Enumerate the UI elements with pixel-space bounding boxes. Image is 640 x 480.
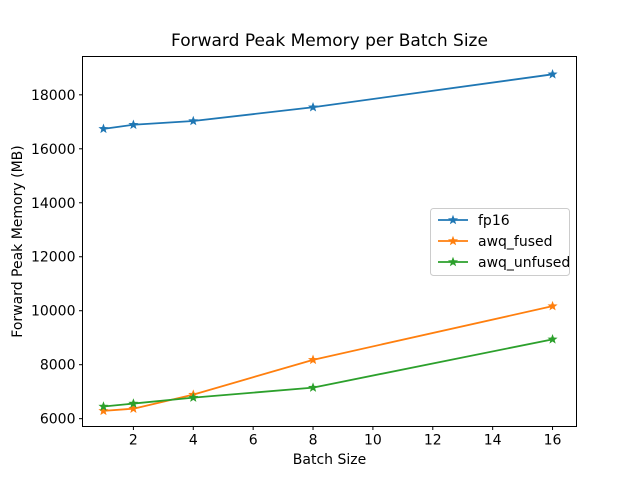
x-tick-label: 12	[424, 433, 442, 449]
legend: fp16 awq_fused awq_unfused	[430, 208, 570, 276]
y-axis-ticks: 6000 8000 10000 12000 14000 16000 18000	[31, 88, 83, 428]
series-line-fp16	[102, 73, 554, 130]
legend-label: fp16	[478, 213, 510, 229]
legend-star-icon	[447, 214, 459, 225]
data-point-star-icon	[98, 123, 109, 134]
legend-item-fp16: fp16	[438, 213, 510, 229]
y-tick-label: 8000	[40, 358, 76, 374]
data-point-star-icon	[128, 398, 139, 408]
series-line-awq_fused	[102, 305, 554, 412]
y-tick-label: 10000	[31, 304, 76, 320]
y-tick-label: 12000	[31, 250, 76, 266]
series-layer	[98, 69, 558, 416]
legend-box	[430, 208, 570, 276]
data-point-star-icon	[188, 392, 199, 402]
legend-label: awq_fused	[478, 234, 553, 250]
legend-item-awq-fused: awq_fused	[438, 234, 553, 250]
y-axis-label: Forward Peak Memory (MB)	[10, 145, 26, 337]
x-tick-label: 14	[484, 433, 502, 449]
data-point-star-icon	[307, 354, 319, 365]
series-markers-fp16	[98, 69, 558, 134]
x-axis-label: Batch Size	[293, 452, 366, 468]
chart-title: Forward Peak Memory per Batch Size	[171, 31, 488, 51]
y-tick-label: 18000	[31, 88, 76, 104]
data-point-star-icon	[307, 101, 319, 112]
x-tick-label: 6	[249, 433, 258, 449]
x-tick-label: 16	[544, 433, 562, 449]
data-point-star-icon	[128, 403, 139, 413]
data-point-star-icon	[98, 401, 109, 411]
y-tick-label: 6000	[40, 412, 76, 428]
x-tick-label: 10	[364, 433, 382, 449]
data-point-star-icon	[307, 382, 319, 392]
legend-label: awq_unfused	[478, 255, 570, 271]
legend-item-awq-unfused: awq_unfused	[438, 255, 570, 271]
series-markers-awq_fused	[98, 300, 558, 416]
data-point-star-icon	[188, 115, 199, 126]
x-tick-label: 2	[129, 433, 138, 449]
x-tick-label: 4	[189, 433, 198, 449]
data-point-star-icon	[547, 300, 558, 311]
series-markers-awq_unfused	[98, 334, 558, 411]
data-point-star-icon	[547, 69, 558, 79]
series-line-awq_unfused	[102, 338, 554, 408]
x-axis-ticks: 2 4 6 8 10 12 14 16	[129, 426, 562, 449]
y-tick-label: 14000	[31, 196, 76, 212]
data-point-star-icon	[547, 334, 558, 344]
legend-star-icon	[447, 235, 459, 246]
data-point-star-icon	[98, 405, 109, 416]
y-tick-label: 16000	[31, 142, 76, 158]
x-tick-label: 8	[309, 433, 318, 449]
legend-star-icon	[447, 256, 459, 267]
data-point-star-icon	[128, 119, 139, 130]
plot-area	[82, 56, 577, 427]
